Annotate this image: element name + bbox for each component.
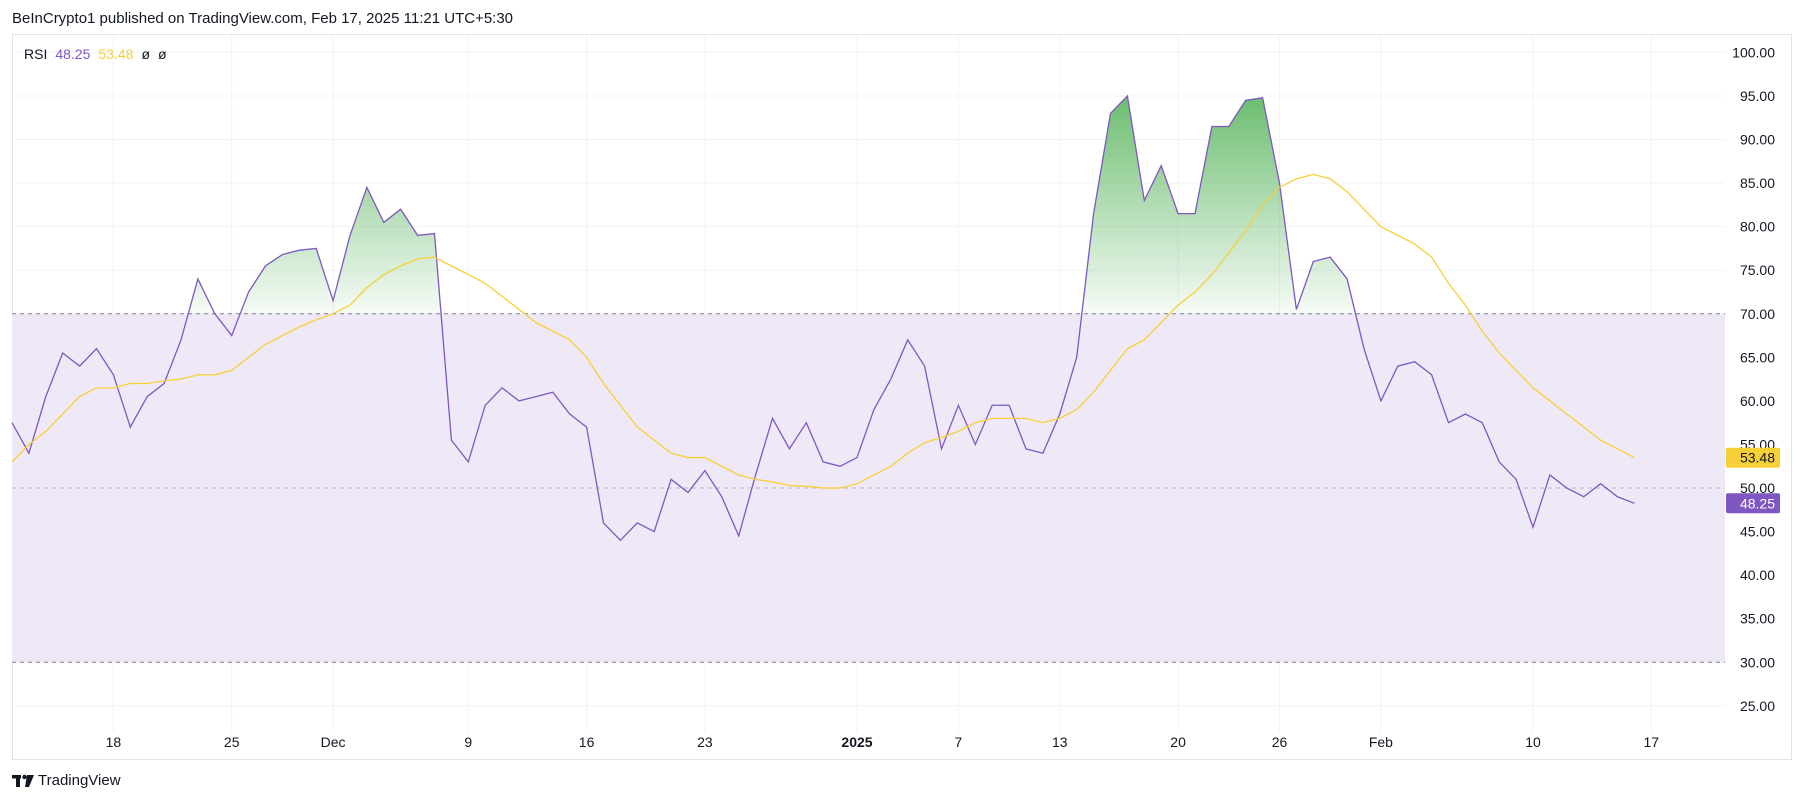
band-layer <box>12 313 1725 663</box>
legend-extra-value-1: ø <box>141 46 150 62</box>
y-tick-label: 30.00 <box>1740 654 1775 670</box>
x-tick-label: 25 <box>224 734 240 750</box>
y-tick-label: 40.00 <box>1740 567 1775 583</box>
y-tick-label: 50.00 <box>1740 480 1775 496</box>
x-axis: 18 25 Dec 9 16 23 2025 7 13 20 26 Feb 10 17 <box>106 734 1660 750</box>
x-tick-label: 17 <box>1644 734 1660 750</box>
price-labels: 48.25 53.48 <box>1726 447 1780 514</box>
y-tick-label: 75.00 <box>1740 262 1775 278</box>
x-tick-label: 18 <box>106 734 122 750</box>
y-tick-label: 80.00 <box>1740 219 1775 235</box>
attribution-header: BeInCrypto1 published on TradingView.com… <box>12 10 514 27</box>
ma-last-value-label: 53.48 <box>1740 450 1775 466</box>
rsi-last-value-badge <box>1726 493 1780 514</box>
footer-brand[interactable]: TradingView <box>12 772 121 789</box>
y-tick-label: 90.00 <box>1740 132 1775 148</box>
line-layer <box>11 94 1635 542</box>
y-tick-label: 60.00 <box>1740 393 1775 409</box>
legend-rsi-value: 48.25 <box>55 46 91 62</box>
y-axis: 100.00 95.00 90.00 85.00 80.00 75.00 70.00 65.0… <box>1732 44 1775 713</box>
y-tick-label: 85.00 <box>1740 175 1775 191</box>
y-tick-label: 45.00 <box>1740 524 1775 540</box>
x-tick-label: 13 <box>1052 734 1068 750</box>
overbought-fill-region <box>240 187 442 314</box>
x-tick-label: 2025 <box>841 734 872 750</box>
indicator-legend[interactable]: RSI 48.25 53.48 ø ø <box>24 46 167 62</box>
y-tick-label: 100.00 <box>1732 44 1775 60</box>
legend-indicator-name: RSI <box>24 46 48 62</box>
rsi-last-value-label: 48.25 <box>1740 495 1775 511</box>
x-tick-label: 20 <box>1170 734 1186 750</box>
x-tick-label: 26 <box>1272 734 1288 750</box>
x-tick-label: 16 <box>579 734 595 750</box>
y-tick-label: 95.00 <box>1740 88 1775 104</box>
y-tick-label: 65.00 <box>1740 349 1775 365</box>
rsi-ma-line <box>11 173 1635 489</box>
x-tick-label: Dec <box>321 734 346 750</box>
x-tick-label: 7 <box>955 734 963 750</box>
tradingview-logo-icon <box>12 774 34 788</box>
x-tick-label: Feb <box>1369 734 1393 750</box>
rsi-line <box>11 94 1635 542</box>
overbought-fill-region <box>1081 95 1356 314</box>
y-tick-label: 70.00 <box>1740 306 1775 322</box>
footer-brand-label: TradingView <box>38 772 121 789</box>
legend-extra-value-2: ø <box>158 46 167 62</box>
x-tick-label: 9 <box>464 734 472 750</box>
overbought-fill-region <box>188 278 215 314</box>
y-tick-label: 35.00 <box>1740 611 1775 627</box>
x-tick-label: 10 <box>1525 734 1541 750</box>
overbought-fill-layer <box>188 95 1356 314</box>
ma-last-value-badge <box>1726 447 1780 468</box>
y-tick-label: 25.00 <box>1740 698 1775 714</box>
x-tick-label: 23 <box>697 734 713 750</box>
legend-ma-value: 53.48 <box>98 46 134 62</box>
